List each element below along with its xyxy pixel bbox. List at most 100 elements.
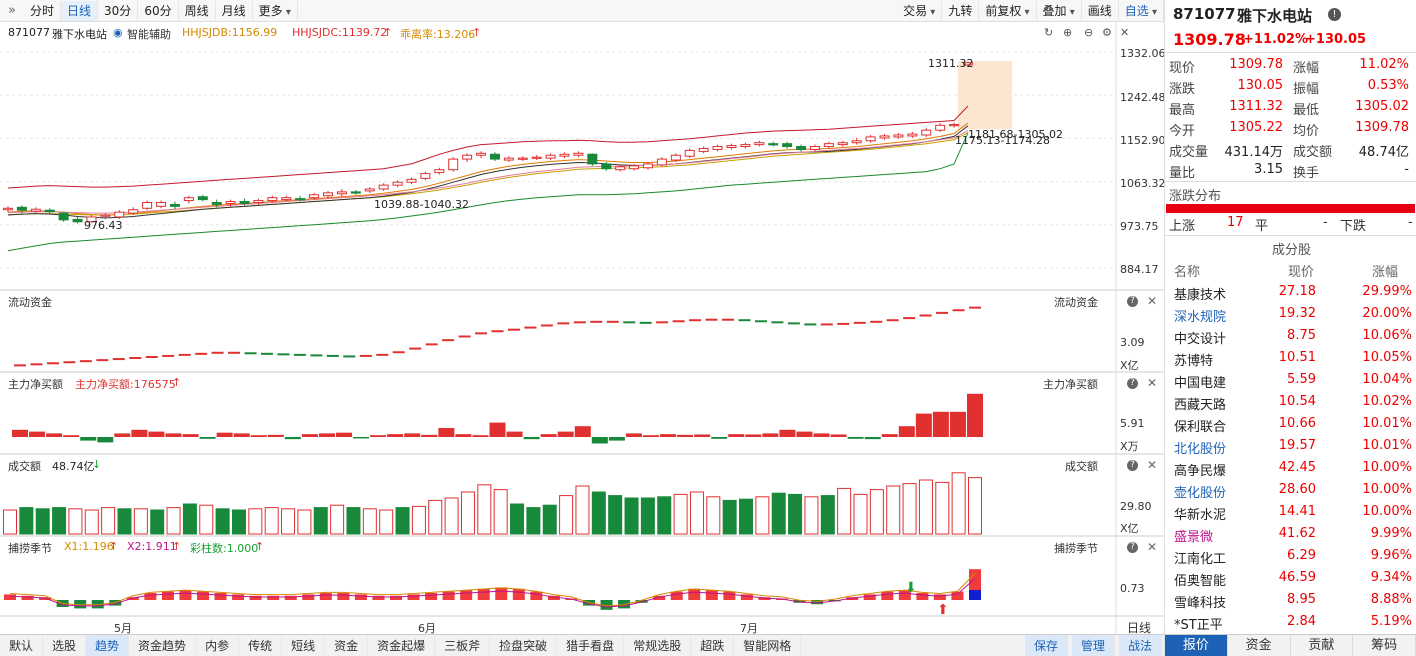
toolbar-btn-4[interactable]: 画线	[1082, 0, 1119, 21]
close-icon[interactable]: ✕	[1120, 26, 1130, 39]
bottom-tab-13[interactable]: 超跌	[691, 634, 735, 656]
bottom-tab-9[interactable]: 三板斧	[435, 634, 491, 656]
quote-label: 量比	[1169, 166, 1196, 181]
list-item[interactable]: 苏博特 10.51 10.05%	[1165, 347, 1416, 369]
period-3[interactable]: 60分	[138, 0, 179, 21]
stock-pct: 8.88%	[1370, 592, 1412, 607]
help-icon[interactable]: ?	[1127, 296, 1138, 307]
panel-tab-2[interactable]: 贡献	[1291, 635, 1354, 656]
annotation-mid: 1039.88-1040.32	[374, 198, 469, 211]
period-label[interactable]: 日线	[1127, 621, 1152, 635]
season-bar	[442, 591, 455, 600]
settings-icon[interactable]: ⚙	[1102, 26, 1112, 39]
bottom-tab-1[interactable]: 选股	[43, 634, 87, 656]
bottom-action-2[interactable]: 战法	[1118, 634, 1162, 656]
list-item[interactable]: 雪峰科技 8.95 8.88%	[1165, 589, 1416, 611]
close-icon[interactable]: ✕	[1147, 540, 1158, 554]
list-item[interactable]: 佰奥智能 46.59 9.34%	[1165, 567, 1416, 589]
bottom-tab-12[interactable]: 常规选股	[624, 634, 692, 656]
season-bar	[372, 595, 385, 600]
help-icon[interactable]: ?	[1127, 378, 1138, 389]
help-icon[interactable]: ?	[1127, 542, 1138, 553]
season-pane-title-right: 捕捞季节	[1054, 542, 1098, 555]
panel-tab-0[interactable]: 报价	[1165, 635, 1228, 656]
period-0[interactable]: 分时	[24, 0, 62, 21]
bottom-tab-5[interactable]: 传统	[239, 634, 283, 656]
list-item[interactable]: 保利联合 10.66 10.01%	[1165, 413, 1416, 435]
period-2[interactable]: 30分	[98, 0, 139, 21]
list-item[interactable]: 基康技术 27.18 29.99%	[1165, 281, 1416, 303]
amount-axis-value: 29.80	[1120, 500, 1152, 513]
up-arrow-icon: ↑	[172, 540, 182, 553]
amount-bar	[264, 507, 279, 535]
panel-tab-1[interactable]: 资金	[1228, 635, 1291, 656]
period-1[interactable]: 日线	[61, 0, 99, 21]
toolbar-btn-5[interactable]: 自选	[1119, 0, 1164, 21]
bottom-tab-6[interactable]: 短线	[282, 634, 326, 656]
main-net-bar	[131, 429, 148, 437]
assist-label[interactable]: 智能辅助	[127, 28, 171, 41]
bottom-action-0[interactable]: 保存	[1024, 634, 1068, 656]
amount-bar	[722, 499, 737, 535]
season-bar	[74, 600, 87, 609]
period-6[interactable]: 更多	[253, 0, 298, 21]
panel-price: 1309.78	[1173, 30, 1246, 49]
stock-pct: 10.05%	[1362, 350, 1412, 365]
list-item[interactable]: 深水规院 19.32 20.00%	[1165, 303, 1416, 325]
close-icon[interactable]: ✕	[1147, 458, 1158, 472]
refresh-icon[interactable]: ↻	[1044, 26, 1054, 39]
toolbar-btn-1[interactable]: 九转	[942, 0, 980, 21]
amount-bar	[559, 495, 574, 535]
zoom-out-icon[interactable]: ⊖	[1084, 26, 1094, 39]
bottom-tab-8[interactable]: 资金起爆	[368, 634, 436, 656]
zoom-in-icon[interactable]: ⊕	[1063, 26, 1073, 39]
toolbar-btn-0[interactable]: 交易	[897, 0, 943, 21]
bottom-tab-10[interactable]: 捡盘突破	[490, 634, 558, 656]
bottom-tab-2[interactable]: 趋势	[86, 634, 130, 656]
amount-bar	[68, 508, 83, 535]
amount-bar	[133, 508, 148, 535]
expand-icon[interactable]: »	[8, 3, 16, 18]
list-item[interactable]: 壶化股份 28.60 10.00%	[1165, 479, 1416, 501]
bottom-tab-4[interactable]: 内参	[196, 634, 240, 656]
list-item[interactable]: 中交设计 8.75 10.06%	[1165, 325, 1416, 347]
season-bar	[495, 587, 508, 600]
list-item[interactable]: *ST正平 2.84 5.19%	[1165, 611, 1416, 633]
bottom-tab-14[interactable]: 智能网格	[734, 634, 802, 656]
list-item[interactable]: 中国电建 5.59 10.04%	[1165, 369, 1416, 391]
season-bar	[969, 590, 981, 600]
period-4[interactable]: 周线	[179, 0, 216, 21]
bottom-tab-11[interactable]: 猎手看盘	[557, 634, 625, 656]
toolbar-btn-3[interactable]: 叠加	[1037, 0, 1082, 21]
panel-tab-3[interactable]: 筹码	[1353, 635, 1416, 656]
help-icon[interactable]: ?	[1127, 460, 1138, 471]
list-item[interactable]: 江南化工 6.29 9.96%	[1165, 545, 1416, 567]
bottom-tab-3[interactable]: 资金趋势	[129, 634, 197, 656]
list-item[interactable]: 西藏天路 10.54 10.02%	[1165, 391, 1416, 413]
main-net-bar	[898, 426, 915, 437]
chart-area[interactable]: ⬇⬆	[0, 0, 1164, 634]
quote-value: 130.05	[1237, 78, 1284, 93]
season-bar	[933, 594, 946, 600]
list-item[interactable]: 盛景微 41.62 9.99%	[1165, 523, 1416, 545]
bottom-tab-7[interactable]: 资金	[325, 634, 369, 656]
amount-bar	[84, 509, 99, 535]
toolbar-btn-2[interactable]: 前复权	[979, 0, 1037, 21]
amount-bar	[902, 483, 917, 535]
info-icon[interactable]: !	[1328, 8, 1341, 21]
bottom-tab-0[interactable]: 默认	[0, 634, 44, 656]
candle	[573, 152, 584, 156]
stock-price: 8.95	[1287, 592, 1316, 607]
close-icon[interactable]: ✕	[1147, 376, 1158, 390]
close-icon[interactable]: ✕	[1147, 294, 1158, 308]
quote-value: 1309.78	[1229, 57, 1283, 72]
list-item[interactable]: 北化股份 19.57 10.01%	[1165, 435, 1416, 457]
list-item[interactable]: 华新水泥 14.41 10.00%	[1165, 501, 1416, 523]
list-item[interactable]: 高争民爆 42.45 10.00%	[1165, 457, 1416, 479]
season-bar	[407, 594, 420, 600]
bottom-action-1[interactable]: 管理	[1071, 634, 1115, 656]
period-5[interactable]: 月线	[216, 0, 253, 21]
stock-pct: 9.96%	[1370, 548, 1412, 563]
assist-icon[interactable]: ◉	[113, 26, 123, 39]
amount-bar	[297, 509, 312, 535]
